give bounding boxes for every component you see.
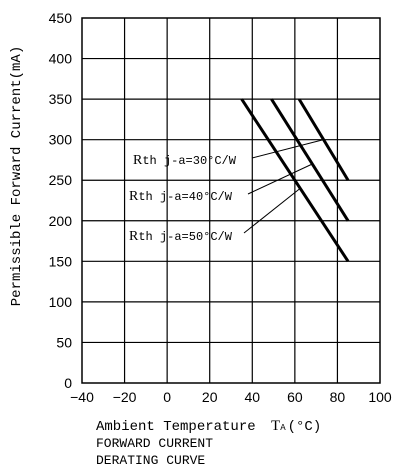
y-tick-label: 0 (64, 375, 72, 391)
grid (81, 17, 381, 384)
x-tick-label: 40 (244, 389, 260, 405)
annotation-leader-3 (243, 187, 301, 234)
annotation-label-2: Rth j-a=40°C/W (129, 189, 233, 204)
annotation-leader-1 (251, 139, 324, 159)
y-tick-labels: 0 50 100 150 200 250 300 350 400 450 (49, 10, 73, 391)
annotation-label-rest: th j-a=50°C/W (138, 230, 232, 244)
caption-line-1: FORWARD CURRENT (96, 436, 213, 451)
x-tick-label: −40 (70, 389, 94, 405)
series-line-3 (240, 98, 350, 263)
y-tick-label: 250 (49, 172, 73, 188)
y-tick-label: 450 (49, 10, 73, 26)
x-tick-label: 20 (202, 389, 218, 405)
x-axis-label-sub: A (280, 423, 286, 433)
y-tick-label: 50 (56, 334, 72, 350)
x-tick-label: 0 (163, 389, 171, 405)
x-axis-label-symbol: T (271, 418, 280, 434)
x-axis-label-text: Ambient Temperature (96, 419, 256, 435)
y-tick-label: 200 (49, 213, 73, 229)
y-tick-label: 350 (49, 91, 73, 107)
annotation-label-r: R (129, 189, 139, 204)
annotation-label-rest: th j-a=30°C/W (142, 154, 236, 168)
annotation-leader-2 (247, 163, 313, 195)
caption-line-2: DERATING CURVE (96, 453, 205, 468)
x-tick-label: 60 (287, 389, 303, 405)
y-axis-label: Permissible Forward Current(mA) (9, 46, 25, 306)
series-line-2 (270, 98, 350, 222)
plot-frame (81, 17, 381, 384)
annotation-label-rest: th j-a=40°C/W (138, 190, 232, 204)
annotation-label-3: Rth j-a=50°C/W (129, 229, 233, 244)
x-tick-label: 80 (330, 389, 346, 405)
y-tick-label: 100 (49, 294, 73, 310)
x-tick-labels: −40 −20 0 20 40 60 80 100 (70, 389, 392, 405)
annotation-label-r: R (133, 153, 143, 168)
x-tick-label: −20 (113, 389, 137, 405)
x-axis-label-unit: (°C) (288, 419, 322, 435)
annotation-label-1: Rth j-a=30°C/W (133, 153, 237, 168)
y-tick-label: 150 (49, 253, 73, 269)
x-axis-label: Ambient Temperature TA (°C) (96, 418, 321, 435)
y-tick-label: 400 (49, 51, 73, 67)
y-tick-label: 300 (49, 132, 73, 148)
x-tick-label: 100 (368, 389, 392, 405)
annotation-label-r: R (129, 229, 139, 244)
